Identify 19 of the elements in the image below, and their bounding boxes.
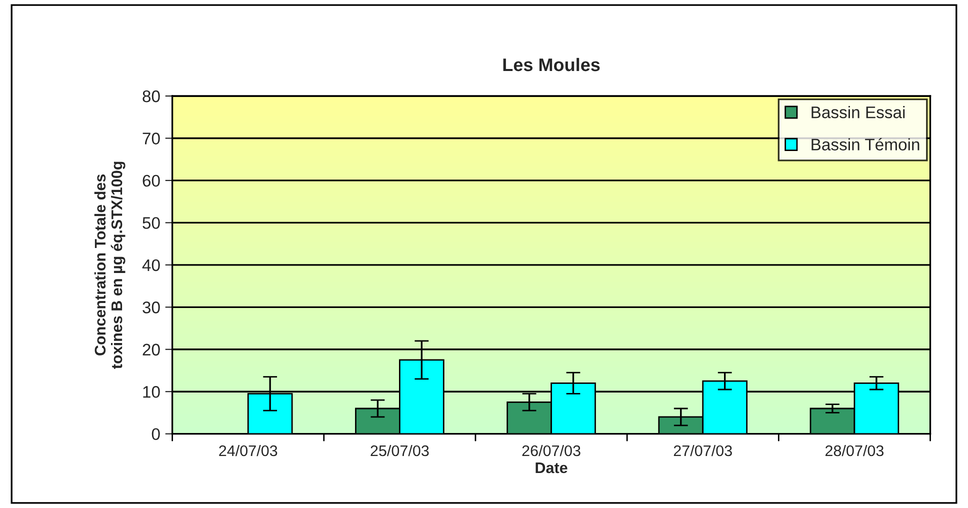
x-tick-label: 26/07/03 [522, 444, 580, 456]
x-axis-title: Date [536, 462, 568, 474]
y-tick-label: 80 [142, 90, 160, 102]
legend-label: Bassin Témoin [812, 138, 920, 150]
y-tick-label: 70 [142, 132, 160, 144]
y-tick-label: 50 [142, 217, 160, 229]
y-axis-title: Concentration Totale des toxines B en µg éq.STX/100g [94, 162, 126, 369]
y-tick-label: 30 [142, 302, 160, 314]
chart-title: Les Moules [503, 58, 600, 72]
y-tick-label: 20 [142, 344, 160, 356]
y-tick-label: 0 [152, 428, 160, 440]
x-tick-label: 27/07/03 [674, 444, 732, 456]
x-tick-label: 24/07/03 [219, 444, 278, 456]
x-tick-label: 25/07/03 [370, 444, 429, 456]
x-tick-label: 28/07/03 [825, 444, 884, 456]
y-tick-label: 10 [143, 386, 160, 398]
legend-label: Bassin Essai [812, 106, 905, 118]
y-tick-label: 40 [142, 259, 160, 272]
y-tick-label: 60 [142, 174, 160, 187]
